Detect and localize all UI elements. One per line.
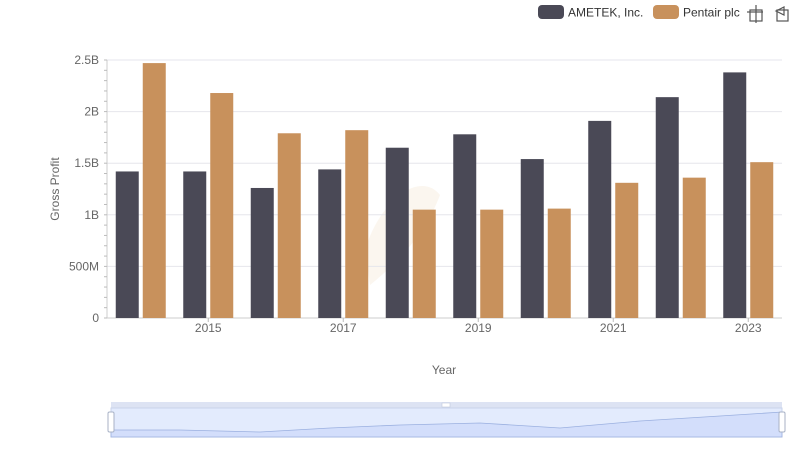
y-tick-label: 0 [92,311,99,325]
y-tick-label: 2.5B [74,53,99,67]
legend-item-pentair[interactable]: Pentair plc [653,5,740,20]
y-minor-ticks [104,59,107,319]
bar-pentair-2015[interactable] [210,93,234,318]
legend: AMETEK, Inc. Pentair plc [538,5,740,20]
slider-preview-area [110,411,783,438]
slider-right-handle[interactable] [778,411,786,433]
bar-ametek-2017[interactable] [318,169,342,318]
x-tick-label: 2019 [465,321,492,335]
bar-pentair-2017[interactable] [345,130,369,318]
bar-pentair-2021[interactable] [615,182,639,318]
slider-move-grip[interactable] [441,402,451,408]
legend-label-ametek: AMETEK, Inc. [568,6,643,20]
bar-ametek-2022[interactable] [655,97,679,318]
bar-pentair-2019[interactable] [480,209,504,318]
legend-item-ametek[interactable]: AMETEK, Inc. [538,5,643,20]
bar-ametek-2014[interactable] [115,171,139,318]
legend-label-pentair: Pentair plc [683,6,740,20]
legend-swatch-pentair [653,5,679,19]
y-tick-label: 500M [69,259,99,273]
bar-ametek-2023[interactable] [723,72,747,318]
bar-ametek-2019[interactable] [453,134,477,318]
bar-pentair-2018[interactable] [412,209,436,318]
bar-ametek-2016[interactable] [250,187,274,318]
crosshair-zoom-icon[interactable] [747,5,763,23]
bar-ametek-2015[interactable] [183,171,207,318]
gridlines [107,59,782,267]
x-axis-title: Year [432,363,456,377]
y-tick-label: 1B [84,208,99,222]
data-zoom-slider[interactable] [107,402,786,438]
y-tick-label: 2B [84,105,99,119]
reset-zoom-icon[interactable] [774,6,789,22]
x-tick-label: 2015 [195,321,222,335]
bar-pentair-2020[interactable] [547,208,571,318]
x-tick-labels: 2015 2017 2019 2021 2023 [195,321,762,335]
x-tick-label: 2023 [735,321,762,335]
bar-ametek-2020[interactable] [520,159,544,318]
y-tick-label: 1.5B [74,156,99,170]
x-tick-label: 2021 [600,321,627,335]
bar-ametek-2018[interactable] [385,147,409,318]
bars [115,63,774,318]
legend-swatch-ametek [538,5,564,19]
bar-pentair-2023[interactable] [750,162,774,318]
x-tick-label: 2017 [330,321,357,335]
bar-pentair-2016[interactable] [277,133,301,318]
y-axis-title: Gross Profit [48,157,62,221]
bar-pentair-2014[interactable] [142,63,166,318]
y-tick-labels: 0 500M 1B 1.5B 2B 2.5B [69,53,99,325]
bar-ametek-2021[interactable] [588,120,612,318]
slider-left-handle[interactable] [107,411,115,433]
bar-pentair-2022[interactable] [682,177,706,318]
